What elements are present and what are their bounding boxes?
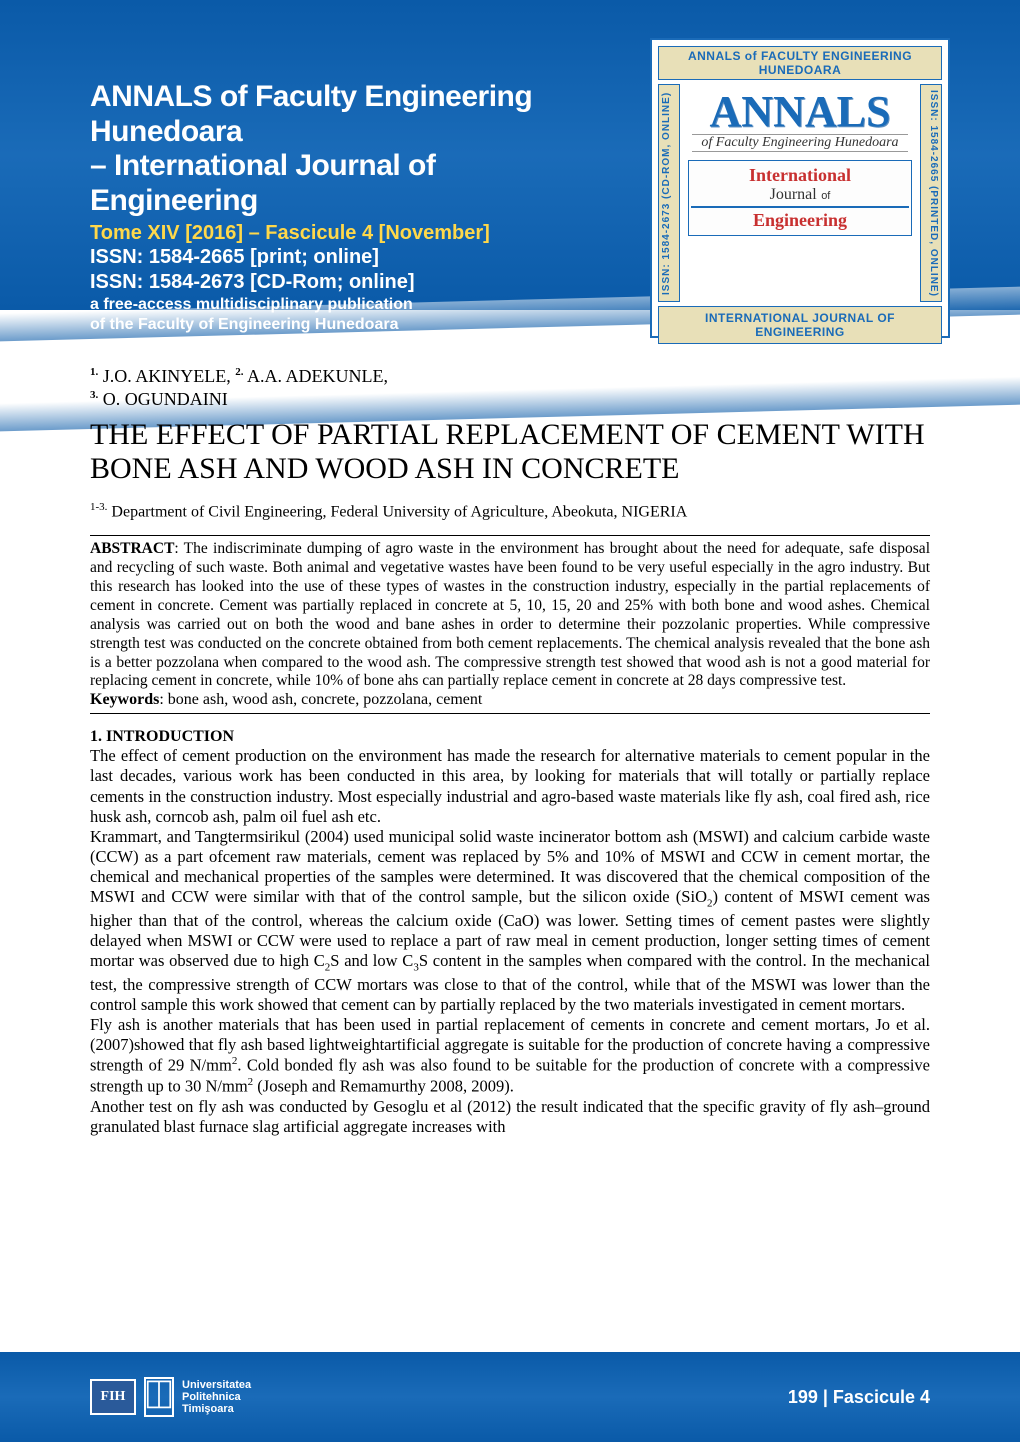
page-footer: FIH Universitatea Politehnica Timişoara … xyxy=(0,1352,1020,1442)
uni-line1: Universitatea xyxy=(182,1379,251,1391)
keywords-label: Keywords xyxy=(90,691,159,708)
journal-desc1: a free-access multidisciplinary publicat… xyxy=(90,295,550,315)
body-paragraph-4: Another test on fly ash was conducted by… xyxy=(90,1097,930,1137)
abstract-label: ABSTRACT xyxy=(90,540,174,557)
body-paragraph-2: Krammart, and Tangtermsirikul (2004) use… xyxy=(90,827,930,1015)
author-sup-1: 1. xyxy=(90,366,98,378)
university-name: Universitatea Politehnica Timişoara xyxy=(182,1379,251,1415)
keywords-block: Keywords: bone ash, wood ash, concrete, … xyxy=(90,691,930,709)
affiliation-sup: 1-3. xyxy=(90,501,107,513)
journal-title-line2: – International Journal of Engineering xyxy=(90,149,550,218)
journal-tome: Tome XIV [2016] – Fascicule 4 [November] xyxy=(90,222,550,245)
uni-line3: Timişoara xyxy=(182,1403,251,1415)
body-p3-c: (Joseph and Remamurthy 2008, 2009). xyxy=(253,1077,514,1096)
journal-issn-cd: ISSN: 1584-2673 [CD-Rom; online] xyxy=(90,270,550,295)
affiliation: 1-3. Department of Civil Engineering, Fe… xyxy=(90,501,930,521)
journal-issn-print: ISSN: 1584-2665 [print; online] xyxy=(90,245,550,270)
author-2: A.A. ADEKUNLE, xyxy=(244,366,389,386)
journal-desc2: of the Faculty of Engineering Hunedoara xyxy=(90,315,550,335)
divider xyxy=(90,713,930,714)
fih-badge: FIH xyxy=(90,1379,136,1415)
page-content: ANNALS of Faculty Engineering Hunedoara … xyxy=(0,0,1020,1137)
body-paragraph-1: The effect of cement production on the e… xyxy=(90,746,930,827)
author-sup-2: 2. xyxy=(235,366,243,378)
uni-line2: Politehnica xyxy=(182,1391,251,1403)
abstract-block: ABSTRACT: The indiscriminate dumping of … xyxy=(90,540,930,691)
section-heading-intro: 1. INTRODUCTION xyxy=(90,728,930,746)
paper-title: THE EFFECT OF PARTIAL REPLACEMENT OF CEM… xyxy=(90,418,930,487)
author-1: J.O. AKINYELE, xyxy=(98,366,235,386)
page-number: 199 | Fascicule 4 xyxy=(788,1387,930,1408)
affiliation-text: Department of Civil Engineering, Federal… xyxy=(107,503,687,520)
divider xyxy=(90,535,930,536)
journal-header: ANNALS of Faculty Engineering Hunedoara … xyxy=(90,80,550,335)
authors-line: 1. J.O. AKINYELE, 2. A.A. ADEKUNLE, 3. O… xyxy=(90,365,930,412)
author-3: O. OGUNDAINI xyxy=(98,389,227,409)
abstract-text: : The indiscriminate dumping of agro was… xyxy=(90,540,930,689)
shield-icon xyxy=(144,1377,174,1417)
journal-title-line1: ANNALS of Faculty Engineering Hunedoara xyxy=(90,80,550,149)
body-paragraph-3: Fly ash is another materials that has be… xyxy=(90,1015,930,1097)
body-p2-c: S and low C xyxy=(330,951,413,970)
author-sup-3: 3. xyxy=(90,389,98,401)
university-logo: FIH Universitatea Politehnica Timişoara xyxy=(90,1377,251,1417)
keywords-text: : bone ash, wood ash, concrete, pozzolan… xyxy=(159,691,482,708)
